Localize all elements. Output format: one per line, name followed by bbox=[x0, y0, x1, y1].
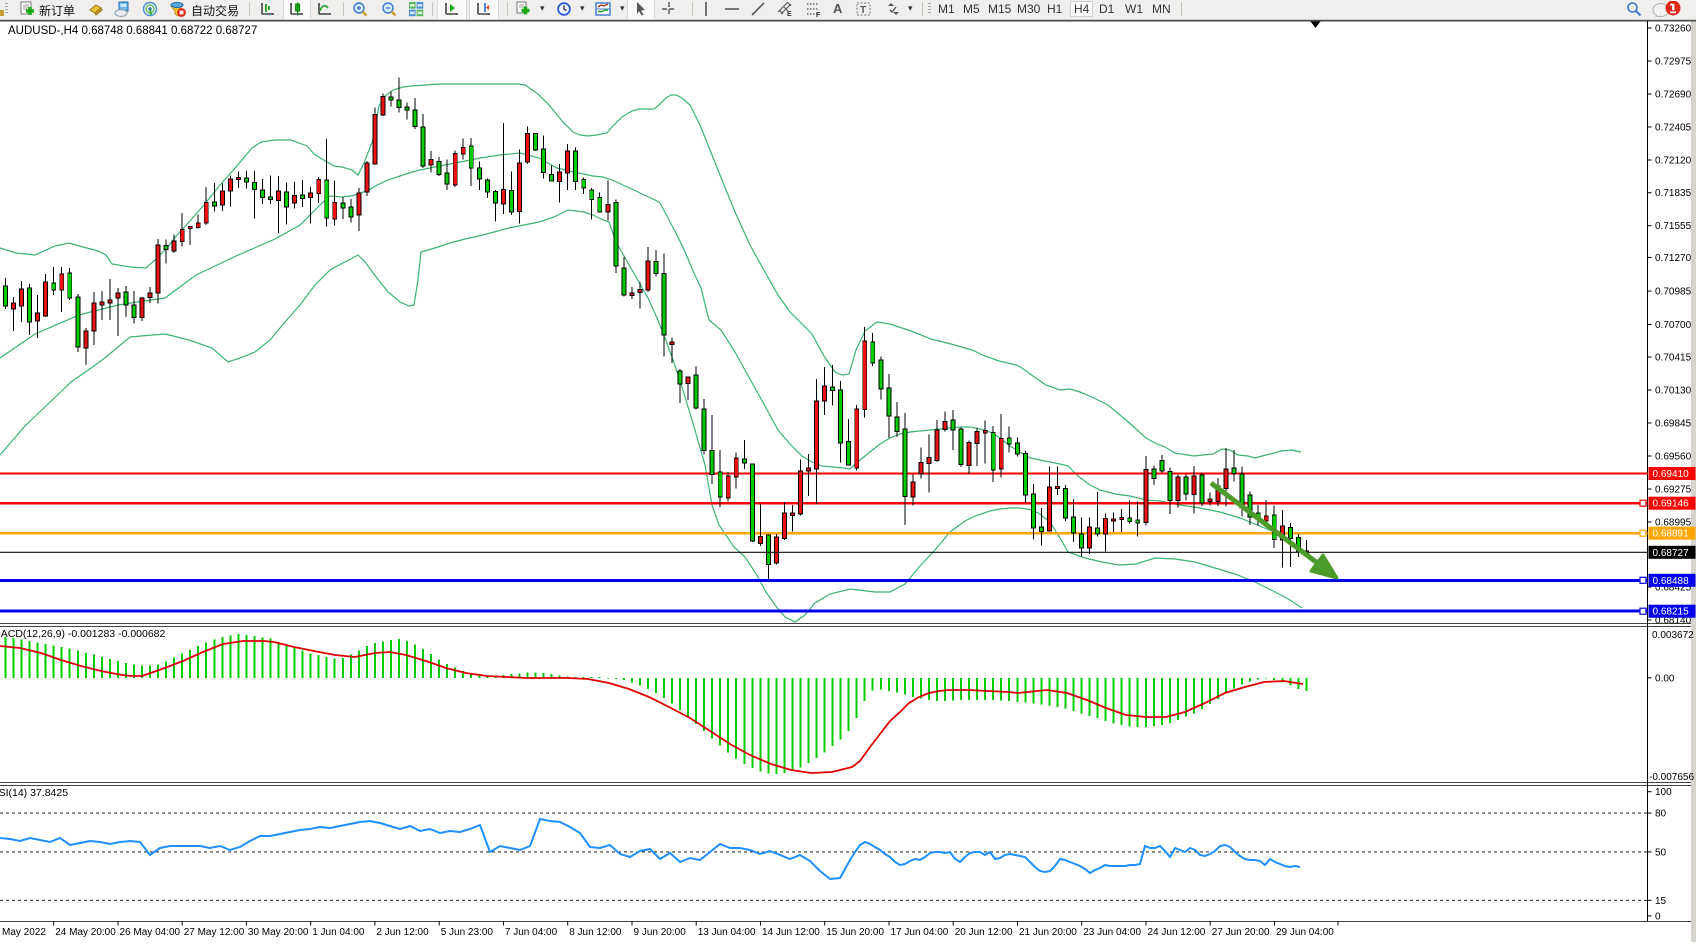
svg-text:E: E bbox=[787, 11, 792, 17]
svg-text:0.68425: 0.68425 bbox=[1655, 583, 1692, 594]
svg-text:27 Jun 20:00: 27 Jun 20:00 bbox=[1212, 927, 1270, 938]
svg-text:0.73260: 0.73260 bbox=[1655, 24, 1692, 35]
svg-text:17 Jun 04:00: 17 Jun 04:00 bbox=[891, 927, 949, 938]
svg-text:MACD(12,26,9) -0.001283 -0.000: MACD(12,26,9) -0.001283 -0.000682 bbox=[0, 628, 166, 640]
svg-text:26 May 04:00: 26 May 04:00 bbox=[120, 927, 181, 938]
svg-text:0.68215: 0.68215 bbox=[1653, 607, 1690, 618]
svg-text:9 Jun 20:00: 9 Jun 20:00 bbox=[634, 927, 687, 938]
svg-text:0.69560: 0.69560 bbox=[1655, 452, 1692, 463]
svg-text:0.71835: 0.71835 bbox=[1655, 188, 1692, 199]
svg-text:0.72120: 0.72120 bbox=[1655, 156, 1692, 167]
svg-text:0.69845: 0.69845 bbox=[1655, 419, 1692, 430]
svg-text:20 Jun 12:00: 20 Jun 12:00 bbox=[955, 927, 1013, 938]
svg-text:0.70700: 0.70700 bbox=[1655, 320, 1692, 331]
svg-text:80: 80 bbox=[1655, 809, 1667, 820]
svg-text:1 Jun 04:00: 1 Jun 04:00 bbox=[312, 927, 365, 938]
svg-text:15: 15 bbox=[1655, 896, 1667, 907]
svg-text:23 Jun 04:00: 23 Jun 04:00 bbox=[1083, 927, 1141, 938]
svg-text:AUDUSD-,H4 0.68748 0.68841 0.: AUDUSD-,H4 0.68748 0.68841 0.68722 0.687… bbox=[8, 25, 257, 37]
svg-text:27 May 12:00: 27 May 12:00 bbox=[184, 927, 245, 938]
svg-text:0.72405: 0.72405 bbox=[1655, 123, 1692, 134]
svg-text:30 May 20:00: 30 May 20:00 bbox=[248, 927, 309, 938]
svg-text:0.70415: 0.70415 bbox=[1655, 353, 1692, 364]
svg-text:0.70130: 0.70130 bbox=[1655, 386, 1692, 397]
svg-text:21 Jun 20:00: 21 Jun 20:00 bbox=[1019, 927, 1077, 938]
svg-text:2 Jun 12:00: 2 Jun 12:00 bbox=[376, 927, 429, 938]
svg-text:5 Jun 23:00: 5 Jun 23:00 bbox=[441, 927, 494, 938]
svg-text:0.71270: 0.71270 bbox=[1655, 253, 1692, 264]
svg-text:0.00: 0.00 bbox=[1655, 674, 1675, 685]
svg-text:50: 50 bbox=[1655, 847, 1667, 858]
svg-text:0.72690: 0.72690 bbox=[1655, 90, 1692, 101]
svg-text:0.69275: 0.69275 bbox=[1655, 485, 1692, 496]
svg-text:0.68727: 0.68727 bbox=[1653, 548, 1690, 559]
svg-text:0.72975: 0.72975 bbox=[1655, 57, 1692, 68]
svg-text:100: 100 bbox=[1655, 787, 1672, 798]
svg-text:0.68995: 0.68995 bbox=[1655, 518, 1692, 529]
svg-text:0.68488: 0.68488 bbox=[1653, 576, 1690, 587]
svg-text:29 Jun 04:00: 29 Jun 04:00 bbox=[1276, 927, 1334, 938]
svg-text:0: 0 bbox=[1655, 911, 1661, 922]
svg-text:24 May 20:00: 24 May 20:00 bbox=[55, 927, 116, 938]
svg-text:-0.007656: -0.007656 bbox=[1649, 772, 1694, 783]
svg-text:15 Jun 20:00: 15 Jun 20:00 bbox=[826, 927, 884, 938]
svg-text:24 Jun 12:00: 24 Jun 12:00 bbox=[1148, 927, 1206, 938]
svg-text:0.70985: 0.70985 bbox=[1655, 287, 1692, 298]
svg-text:7 Jun 04:00: 7 Jun 04:00 bbox=[505, 927, 558, 938]
svg-text:T: T bbox=[860, 5, 866, 16]
svg-text:13 Jun 04:00: 13 Jun 04:00 bbox=[698, 927, 756, 938]
svg-text:14 Jun 12:00: 14 Jun 12:00 bbox=[762, 927, 820, 938]
svg-text:0.69146: 0.69146 bbox=[1653, 499, 1690, 510]
svg-text:0.68140: 0.68140 bbox=[1655, 616, 1692, 627]
svg-text:RSI(14) 37.8425: RSI(14) 37.8425 bbox=[0, 787, 68, 799]
svg-text:8 Jun 12:00: 8 Jun 12:00 bbox=[569, 927, 622, 938]
svg-text:0.003672: 0.003672 bbox=[1652, 630, 1694, 641]
svg-text:0.68891: 0.68891 bbox=[1653, 529, 1690, 540]
svg-text:0.71555: 0.71555 bbox=[1655, 221, 1692, 232]
svg-text:May 2022: May 2022 bbox=[2, 927, 46, 938]
svg-text:0.69410: 0.69410 bbox=[1653, 469, 1690, 480]
svg-text:F: F bbox=[816, 12, 821, 17]
